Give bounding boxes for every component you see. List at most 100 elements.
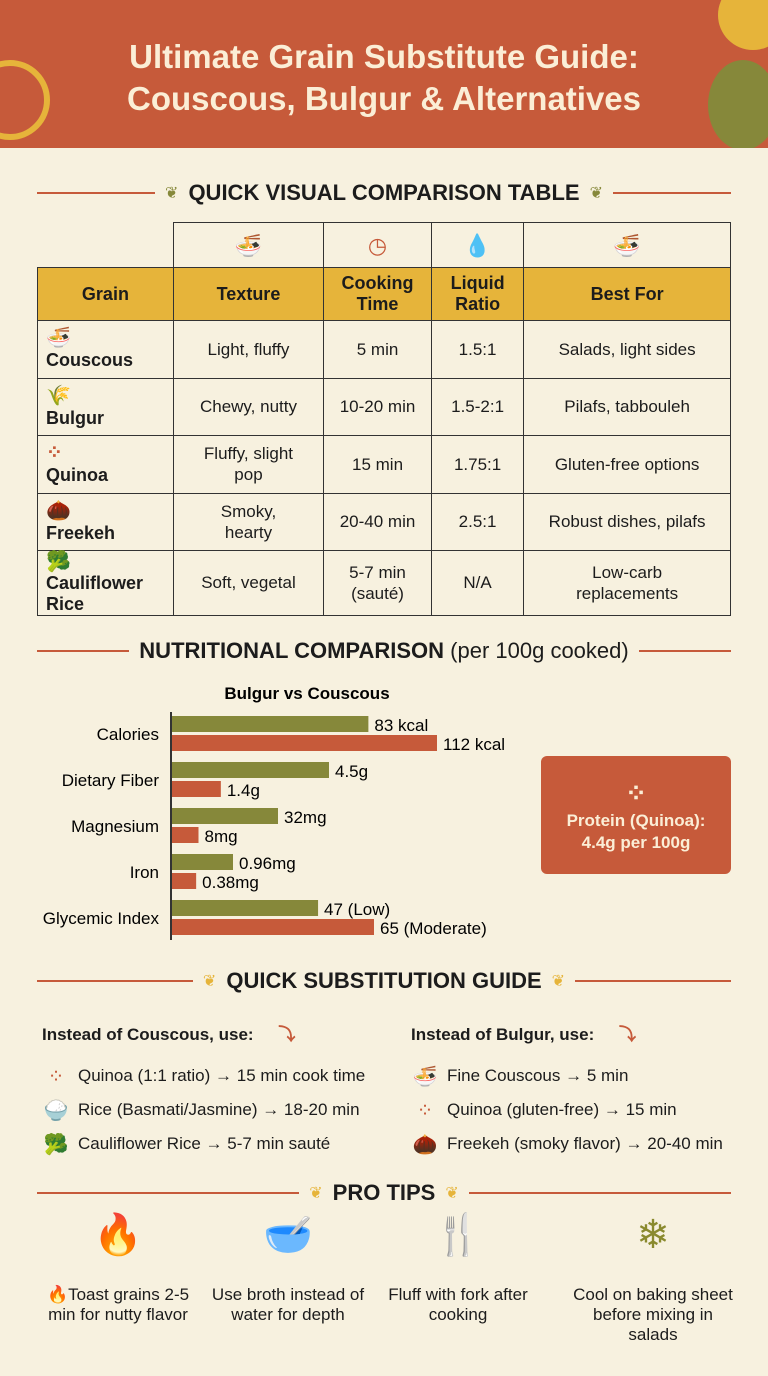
couscous-bar — [172, 873, 197, 889]
couscous-value-label: 112 kcal — [443, 735, 505, 754]
bulgur-value-label: 4.5g — [335, 762, 368, 781]
table-row: 🌾Bulgur Chewy, nutty 10-20 min 1.5-2:1 P… — [37, 377, 731, 436]
fork-knife-bowl-icon: 🍴 — [433, 1213, 483, 1257]
comparison-table: 🍜 ◷ 💧 🍜 Grain Texture Cooking Time Liquid R… — [37, 222, 731, 616]
category-label: Calories — [97, 725, 159, 744]
noodle-bowl-icon: 🍜 — [46, 327, 71, 350]
table-row: 🍜Couscous Light, fluffy 5 min 1.5:1 Sala… — [37, 320, 731, 379]
substitute-item: 🌰 Freekeh (smoky flavor) → 20-40 min — [412, 1133, 723, 1156]
substitute-list-bulgur: Instead of Bulgur, use: ⤵ 🍜 Fine Couscous … — [411, 1020, 723, 1161]
couscous-bar — [172, 827, 199, 843]
couscous-bar — [172, 781, 221, 797]
nutrition-bar-chart: Bulgur vs Couscous Calories 83 kcal 112 kca… — [43, 684, 505, 940]
column-header: Liquid Ratio — [430, 267, 525, 321]
table-row: 🌰Freekeh Smoky, hearty 20-40 min 2.5:1 R… — [37, 492, 731, 551]
seeds-icon: ⁘ — [625, 778, 647, 808]
couscous-value-label: 8mg — [205, 827, 238, 846]
column-header: Cooking Time — [323, 267, 432, 321]
bulgur-bar — [172, 808, 278, 824]
substitute-heading: Instead of Bulgur, use: ⤵ — [411, 1025, 636, 1044]
texture-cell: Chewy, nutty — [172, 377, 325, 436]
pro-tip: 🍴 Fluff with fork after cooking — [373, 1213, 543, 1325]
bulgur-bar — [172, 900, 319, 916]
chart-title: Bulgur vs Couscous — [224, 684, 389, 703]
column-header: Texture — [172, 267, 325, 321]
leaf-icon: ❦ — [445, 1185, 459, 1202]
time-cell: 20-40 min — [323, 492, 432, 551]
couscous-value-label: 65 (Moderate) — [380, 919, 487, 938]
protein-callout: ⁘ Protein (Quinoa): 4.4g per 100g — [541, 756, 731, 874]
clock-icon: ◷ — [323, 222, 432, 268]
section-header-nutrition: NUTRITIONAL COMPARISON (per 100g cooked) — [37, 638, 732, 664]
bowl-spoon-icon: 🥣 — [263, 1213, 313, 1257]
couscous-value-label: 1.4g — [227, 781, 260, 800]
header-banner: Ultimate Grain Substitute Guide: Couscous… — [0, 0, 768, 148]
bulgur-value-label: 32mg — [284, 808, 327, 827]
couscous-bar — [172, 735, 437, 751]
time-cell: 10-20 min — [323, 377, 432, 436]
best-for-cell: Salads, light sides — [523, 320, 731, 379]
noodle-bowl-icon: 🍜 — [412, 1065, 438, 1088]
grain-seed-icon: 🌰 — [412, 1133, 438, 1156]
category-label: Magnesium — [71, 817, 159, 836]
time-cell: 5-7 min (sauté) — [323, 550, 432, 616]
section-header-table: ❦ QUICK VISUAL COMPARISON TABLE ❦ — [37, 180, 731, 206]
substitute-item: ⁘ Quinoa (gluten-free) → 15 min — [411, 1093, 723, 1127]
droplets-icon: 💧 — [430, 222, 525, 268]
grain-cell: 🍜Couscous — [37, 320, 174, 379]
page-title: Ultimate Grain Substitute Guide: Couscous… — [126, 38, 642, 117]
pro-tip: 🔥 🔥Toast grains 2-5 min for nutty flavor — [33, 1213, 203, 1325]
pro-tip: 🥣 Use broth instead of water for depth — [203, 1213, 373, 1325]
leaf-icon: ❦ — [309, 1185, 323, 1202]
best-for-cell: Robust dishes, pilafs — [523, 492, 731, 551]
texture-cell: Fluffy, slight pop — [172, 435, 325, 494]
decorative-circle — [0, 60, 50, 140]
time-cell: 15 min — [323, 435, 432, 494]
texture-cell: Light, fluffy — [172, 320, 325, 379]
best-for-cell: Gluten-free options — [523, 435, 731, 494]
table-row: ⁘Quinoa Fluffy, slight pop 15 min 1.75:1… — [37, 435, 731, 494]
grain-cell: 🌰Freekeh — [37, 492, 174, 551]
baking-sheet-snowflake-icon: ❄ — [636, 1213, 670, 1257]
substitute-heading: Instead of Couscous, use: ⤵ — [42, 1025, 296, 1044]
couscous-value-label: 0.38mg — [202, 873, 259, 892]
texture-cell: Soft, vegetal — [172, 550, 325, 616]
bulgur-value-label: 83 kcal — [374, 716, 428, 735]
flame-icon: 🔥 — [93, 1213, 143, 1257]
rice-bowl-icon: 🍚 — [43, 1099, 69, 1122]
grain-cell: 🥦Cauliflower Rice — [37, 550, 174, 616]
ratio-cell: 1.5-2:1 — [430, 377, 525, 436]
ratio-cell: 1.75:1 — [430, 435, 525, 494]
leaf-icon: ❦ — [551, 973, 566, 990]
leaf-icon: ❦ — [202, 973, 217, 990]
column-header: Grain — [37, 267, 174, 321]
section-header-tips: ❦ PRO TIPS ❦ — [37, 1180, 731, 1206]
texture-cell: Smoky, hearty — [172, 492, 325, 551]
best-for-cell: Low-carb replacements — [523, 550, 731, 616]
substitute-item: 🍜 Fine Couscous → 5 min — [412, 1065, 629, 1088]
substitute-item: ⁘ Quinoa (1:1 ratio) → 15 min cook time — [42, 1059, 366, 1093]
cauliflower-icon: 🥦 — [46, 550, 71, 573]
noodle-bowl-icon: 🍜 — [523, 222, 731, 268]
curved-arrow-icon: ⤵ — [278, 1025, 296, 1044]
bulgur-bar — [172, 762, 329, 778]
seeds-icon: ⁘ — [47, 1065, 65, 1088]
ratio-cell: 1.5:1 — [430, 320, 525, 379]
bulgur-bar — [172, 854, 233, 870]
seeds-icon: ⁘ — [46, 442, 63, 465]
section-header-substitution: ❦ QUICK SUBSTITUTION GUIDE ❦ — [37, 968, 731, 994]
bowl-icon: 🍜 — [172, 222, 325, 268]
bulgur-bar — [172, 716, 369, 732]
wheat-icon: 🌾 — [46, 384, 71, 407]
substitute-item: 🥦 Cauliflower Rice → 5-7 min sauté — [43, 1133, 331, 1156]
time-cell: 5 min — [323, 320, 432, 379]
cauliflower-icon: 🥦 — [43, 1133, 69, 1156]
category-label: Glycemic Index — [43, 909, 160, 928]
pro-tip: ❄ Cool on baking sheet before mixing in s… — [568, 1213, 738, 1345]
table-row: 🥦Cauliflower Rice Soft, vegetal 5-7 min … — [37, 550, 731, 616]
bulgur-value-label: 0.96mg — [239, 854, 296, 873]
best-for-cell: Pilafs, tabbouleh — [523, 377, 731, 436]
ratio-cell: 2.5:1 — [430, 492, 525, 551]
curved-arrow-icon: ⤵ — [618, 1025, 636, 1044]
couscous-bar — [172, 919, 374, 935]
